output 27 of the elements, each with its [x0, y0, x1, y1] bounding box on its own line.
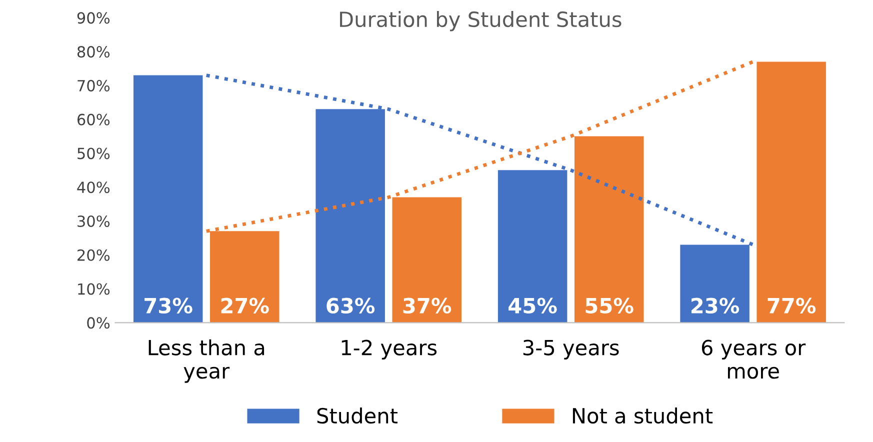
data-label: 45%	[508, 298, 557, 314]
bar	[133, 75, 203, 323]
x-tick-label: Less than a year	[148, 339, 264, 383]
y-tick-label: 60%	[77, 114, 110, 126]
y-tick-label: 30%	[78, 215, 110, 228]
legend-label: Student	[317, 408, 398, 424]
data-label: 77%	[768, 298, 816, 314]
y-tick-label: 80%	[77, 46, 110, 58]
bar	[756, 62, 826, 323]
legend-label: Not a student	[572, 408, 713, 424]
x-tick-label: 6 years or more	[702, 340, 806, 379]
y-tick-label: 20%	[78, 249, 110, 261]
x-tick-label: 1-2 years	[342, 340, 437, 360]
data-label: 55%	[586, 298, 634, 314]
x-tick-label: 3-5 years	[523, 340, 619, 360]
data-label: 27%	[221, 298, 269, 314]
data-label: 63%	[326, 298, 375, 314]
data-label: 23%	[692, 298, 740, 314]
chart-title: Duration by Student Status	[340, 11, 622, 32]
data-label: 37%	[403, 298, 452, 314]
y-tick-label: 0%	[87, 317, 110, 329]
y-tick-label: 50%	[78, 148, 110, 160]
y-tick-label: 40%	[77, 182, 110, 194]
y-tick-label: 90%	[77, 12, 110, 24]
y-tick-label: 70%	[78, 80, 110, 92]
data-label: 73%	[144, 298, 192, 314]
y-tick-label: 10%	[78, 283, 110, 295]
